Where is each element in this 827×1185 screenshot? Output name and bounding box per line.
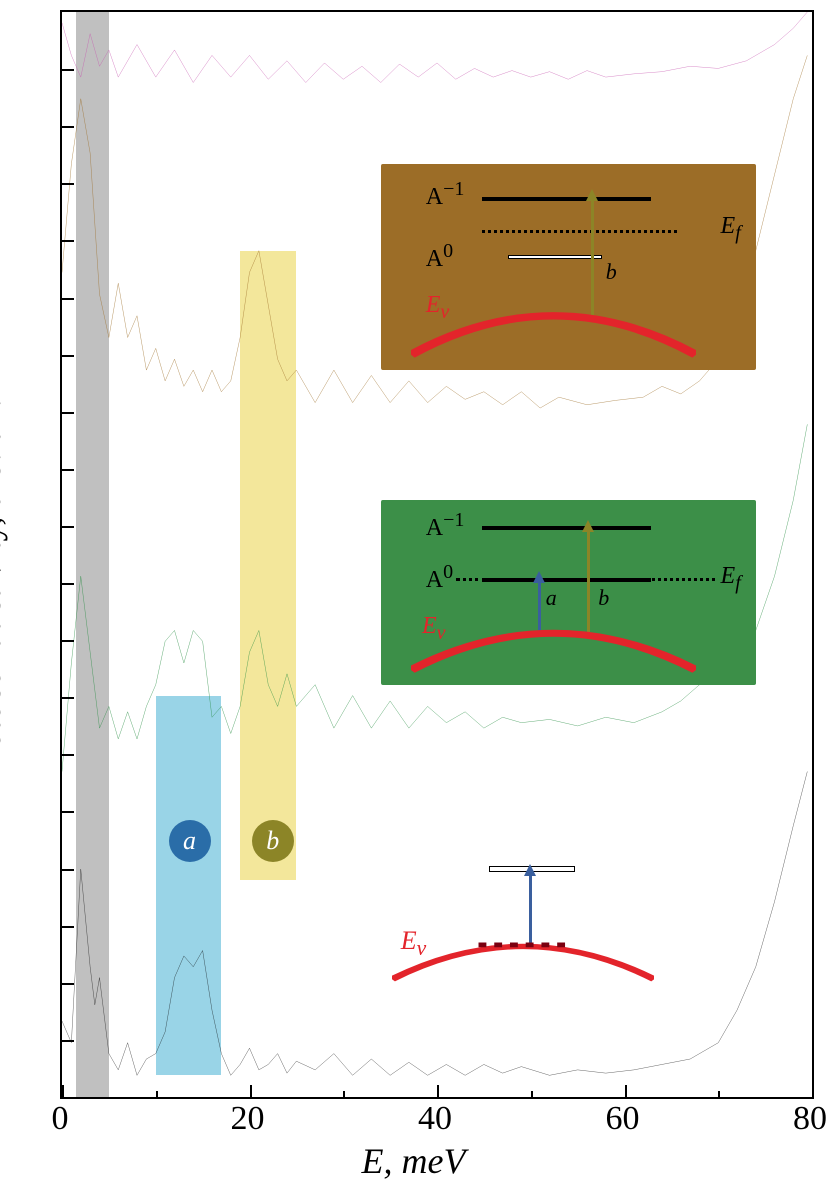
label-Ef: Ef bbox=[721, 213, 741, 245]
y-axis-label: Photoconductivity, arb. un. bbox=[0, 398, 9, 787]
A-zero-level bbox=[482, 578, 651, 582]
x-tick-label: 20 bbox=[231, 1100, 265, 1138]
label-Ev: Ev bbox=[401, 926, 427, 961]
Ef-dotted bbox=[482, 230, 677, 233]
trace-magenta bbox=[62, 12, 807, 83]
bottom-inset: Ev bbox=[381, 858, 666, 988]
x-axis-label: E, meV bbox=[362, 1140, 466, 1182]
badge-b: b bbox=[252, 820, 294, 862]
label-a-arrow: a bbox=[546, 585, 557, 611]
A-zero-level bbox=[508, 255, 602, 259]
label-b-arrow: b bbox=[606, 259, 617, 285]
plot-area: a b .inset .arrow::after{border-bottom:1… bbox=[60, 10, 814, 1099]
label-Ev: Ev bbox=[426, 292, 450, 324]
label-Ef: Ef bbox=[721, 563, 741, 595]
label-A-minus: A−1 bbox=[426, 509, 465, 542]
brown-inset: .inset .arrow::after{border-bottom:12px … bbox=[381, 164, 756, 370]
ev-curve bbox=[392, 923, 654, 985]
label-A-zero: A0 bbox=[426, 561, 453, 594]
green-inset: A−1 A0 Ef Ev a b bbox=[381, 500, 756, 684]
A-minus-level bbox=[482, 526, 651, 530]
ev-curve bbox=[411, 607, 696, 677]
x-tick-label: 80 bbox=[793, 1100, 827, 1138]
badge-a: a bbox=[169, 820, 211, 862]
A-minus-level bbox=[482, 197, 651, 201]
Ef-dotted bbox=[647, 578, 715, 581]
label-A-zero: A0 bbox=[426, 240, 453, 273]
Ef-dotted-left bbox=[456, 578, 486, 581]
ev-curve bbox=[411, 288, 696, 362]
x-tick-label: 60 bbox=[606, 1100, 640, 1138]
label-b-arrow: b bbox=[598, 585, 609, 611]
label-A-minus: A−1 bbox=[426, 178, 465, 211]
x-tick-label: 40 bbox=[418, 1100, 452, 1138]
x-tick-label: 0 bbox=[52, 1100, 69, 1138]
label-Ev: Ev bbox=[422, 613, 446, 645]
